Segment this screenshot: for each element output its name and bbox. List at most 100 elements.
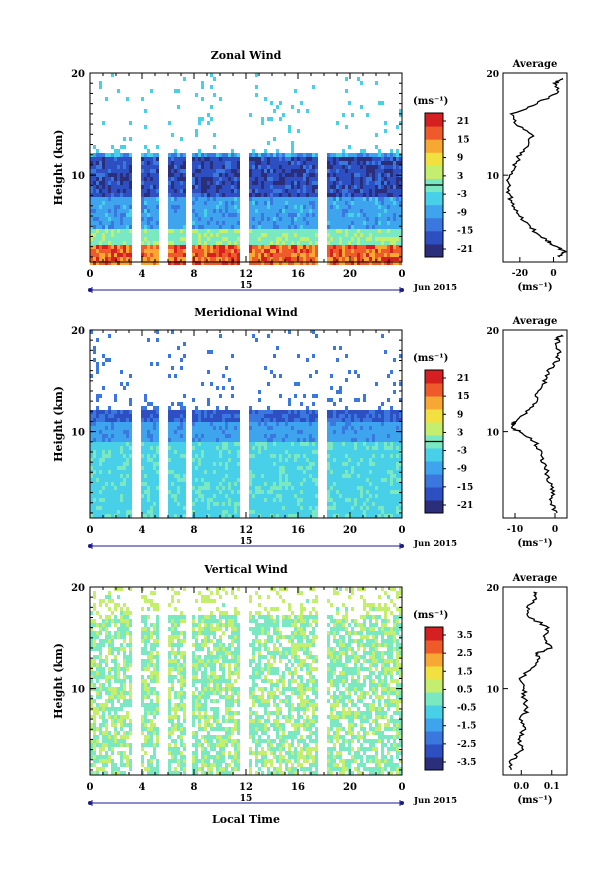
heatmap-cell <box>90 374 93 378</box>
heatmap-cell <box>168 430 171 434</box>
heatmap-cell <box>120 514 123 518</box>
heatmap-cell <box>153 462 156 466</box>
heatmap-cell <box>267 466 270 470</box>
heatmap-cell <box>144 406 147 410</box>
heatmap-cell <box>303 153 306 157</box>
heatmap-cell <box>300 478 303 482</box>
heatmap-cell <box>183 434 186 438</box>
heatmap-cell <box>231 173 234 177</box>
heatmap-cell <box>114 506 117 510</box>
heatmap-cell <box>183 257 186 261</box>
heatmap-cell <box>171 245 174 249</box>
heatmap-cell <box>270 117 273 121</box>
heatmap-cell <box>129 161 132 165</box>
heatmap-cell <box>192 490 195 494</box>
heatmap-cell <box>180 454 183 458</box>
heatmap-cell <box>312 402 315 406</box>
heatmap-cell <box>369 201 372 205</box>
heatmap-cell <box>351 225 354 229</box>
heatmap-cell <box>339 430 342 434</box>
heatmap-cell <box>96 209 99 213</box>
heatmap-cell <box>114 193 117 197</box>
heatmap-cell <box>156 414 159 418</box>
heatmap-cell <box>237 454 240 458</box>
heatmap-cell <box>216 225 219 229</box>
heatmap-cell <box>363 213 366 217</box>
heatmap-cell <box>237 414 240 418</box>
heatmap-cell <box>108 189 111 193</box>
heatmap-cell <box>363 173 366 177</box>
heatmap-cell <box>360 81 363 85</box>
heatmap-cell <box>228 205 231 209</box>
heatmap-cell <box>312 225 315 229</box>
heatmap-cell <box>264 213 267 217</box>
heatmap-cell <box>111 418 114 422</box>
heatmap-cell <box>384 177 387 181</box>
heatmap-cell <box>384 213 387 217</box>
heatmap-cell <box>108 253 111 257</box>
heatmap-cell <box>369 233 372 237</box>
heatmap-cell <box>108 245 111 249</box>
heatmap-cell <box>141 498 144 502</box>
heatmap-cell <box>234 177 237 181</box>
heatmap-cell <box>225 241 228 245</box>
heatmap-cell <box>297 169 300 173</box>
heatmap-cell <box>210 249 213 253</box>
heatmap-cell <box>300 205 303 209</box>
heatmap-cell <box>153 482 156 486</box>
heatmap-cell <box>105 157 108 161</box>
heatmap-cell <box>171 462 174 466</box>
heatmap-cell <box>201 422 204 426</box>
heatmap-cell <box>192 225 195 229</box>
heatmap-cell <box>129 253 132 257</box>
heatmap-cell <box>369 257 372 261</box>
heatmap-cell <box>261 257 264 261</box>
heatmap-cell <box>93 249 96 253</box>
heatmap-cell <box>150 486 153 490</box>
heatmap-cell <box>276 346 279 350</box>
heatmap-cell <box>156 193 159 197</box>
heatmap-cell <box>261 153 264 157</box>
heatmap-cell <box>129 221 132 225</box>
heatmap-cell <box>297 161 300 165</box>
heatmap-cell <box>288 438 291 442</box>
heatmap-cell <box>228 161 231 165</box>
heatmap-cell <box>141 490 144 494</box>
heatmap-cell <box>300 458 303 462</box>
heatmap-cell <box>348 426 351 430</box>
heatmap-cell <box>117 225 120 229</box>
heatmap-cell <box>267 406 270 410</box>
heatmap-cell <box>195 498 198 502</box>
heatmap-cell <box>174 213 177 217</box>
heatmap-cell <box>363 237 366 241</box>
heatmap-cell <box>279 173 282 177</box>
heatmap-cell <box>300 474 303 478</box>
heatmap-cell <box>96 506 99 510</box>
heatmap-cell <box>399 237 402 241</box>
heatmap-cell <box>363 193 366 197</box>
heatmap-cell <box>180 137 183 141</box>
heatmap-cell <box>333 257 336 261</box>
heatmap-cell <box>207 213 210 217</box>
heatmap-cell <box>219 197 222 201</box>
heatmap-cell <box>213 165 216 169</box>
heatmap-cell <box>357 470 360 474</box>
heatmap-cell <box>213 438 216 442</box>
heatmap-cell <box>282 161 285 165</box>
heatmap-cell <box>336 153 339 157</box>
heatmap-cell <box>369 157 372 161</box>
heatmap-cell <box>390 197 393 201</box>
heatmap-cell <box>177 229 180 233</box>
heatmap-cell <box>333 414 336 418</box>
heatmap-cell <box>306 253 309 257</box>
heatmap-cell <box>150 173 153 177</box>
heatmap-cell <box>336 474 339 478</box>
heatmap-cell <box>192 241 195 245</box>
heatmap-cell <box>174 438 177 442</box>
heatmap-cell <box>327 253 330 257</box>
heatmap-cell <box>300 233 303 237</box>
heatmap-cell <box>183 225 186 229</box>
heatmap-cell <box>111 233 114 237</box>
heatmap-cell <box>330 245 333 249</box>
heatmap-cell <box>192 470 195 474</box>
